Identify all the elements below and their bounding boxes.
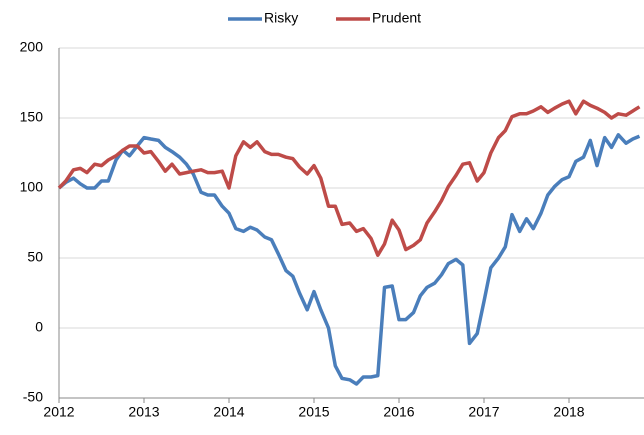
x-tick-label: 2014 <box>213 404 244 420</box>
y-tick-label: -50 <box>23 389 43 405</box>
y-tick-label: 150 <box>20 109 44 125</box>
legend-label: Risky <box>264 10 298 26</box>
legend-label: Prudent <box>372 10 421 26</box>
y-tick-label: 100 <box>20 179 44 195</box>
x-tick-label: 2018 <box>553 404 584 420</box>
series-line <box>57 133 641 386</box>
series-line <box>57 99 641 257</box>
x-tick-label: 2013 <box>128 404 159 420</box>
x-tick-label: 2016 <box>383 404 414 420</box>
x-tick-label: 2012 <box>43 404 74 420</box>
y-tick-label: 200 <box>20 39 44 55</box>
x-tick-label: 2015 <box>298 404 329 420</box>
y-tick-label: 0 <box>35 319 43 335</box>
x-tick-label: 2017 <box>468 404 499 420</box>
y-tick-label: 50 <box>27 249 43 265</box>
